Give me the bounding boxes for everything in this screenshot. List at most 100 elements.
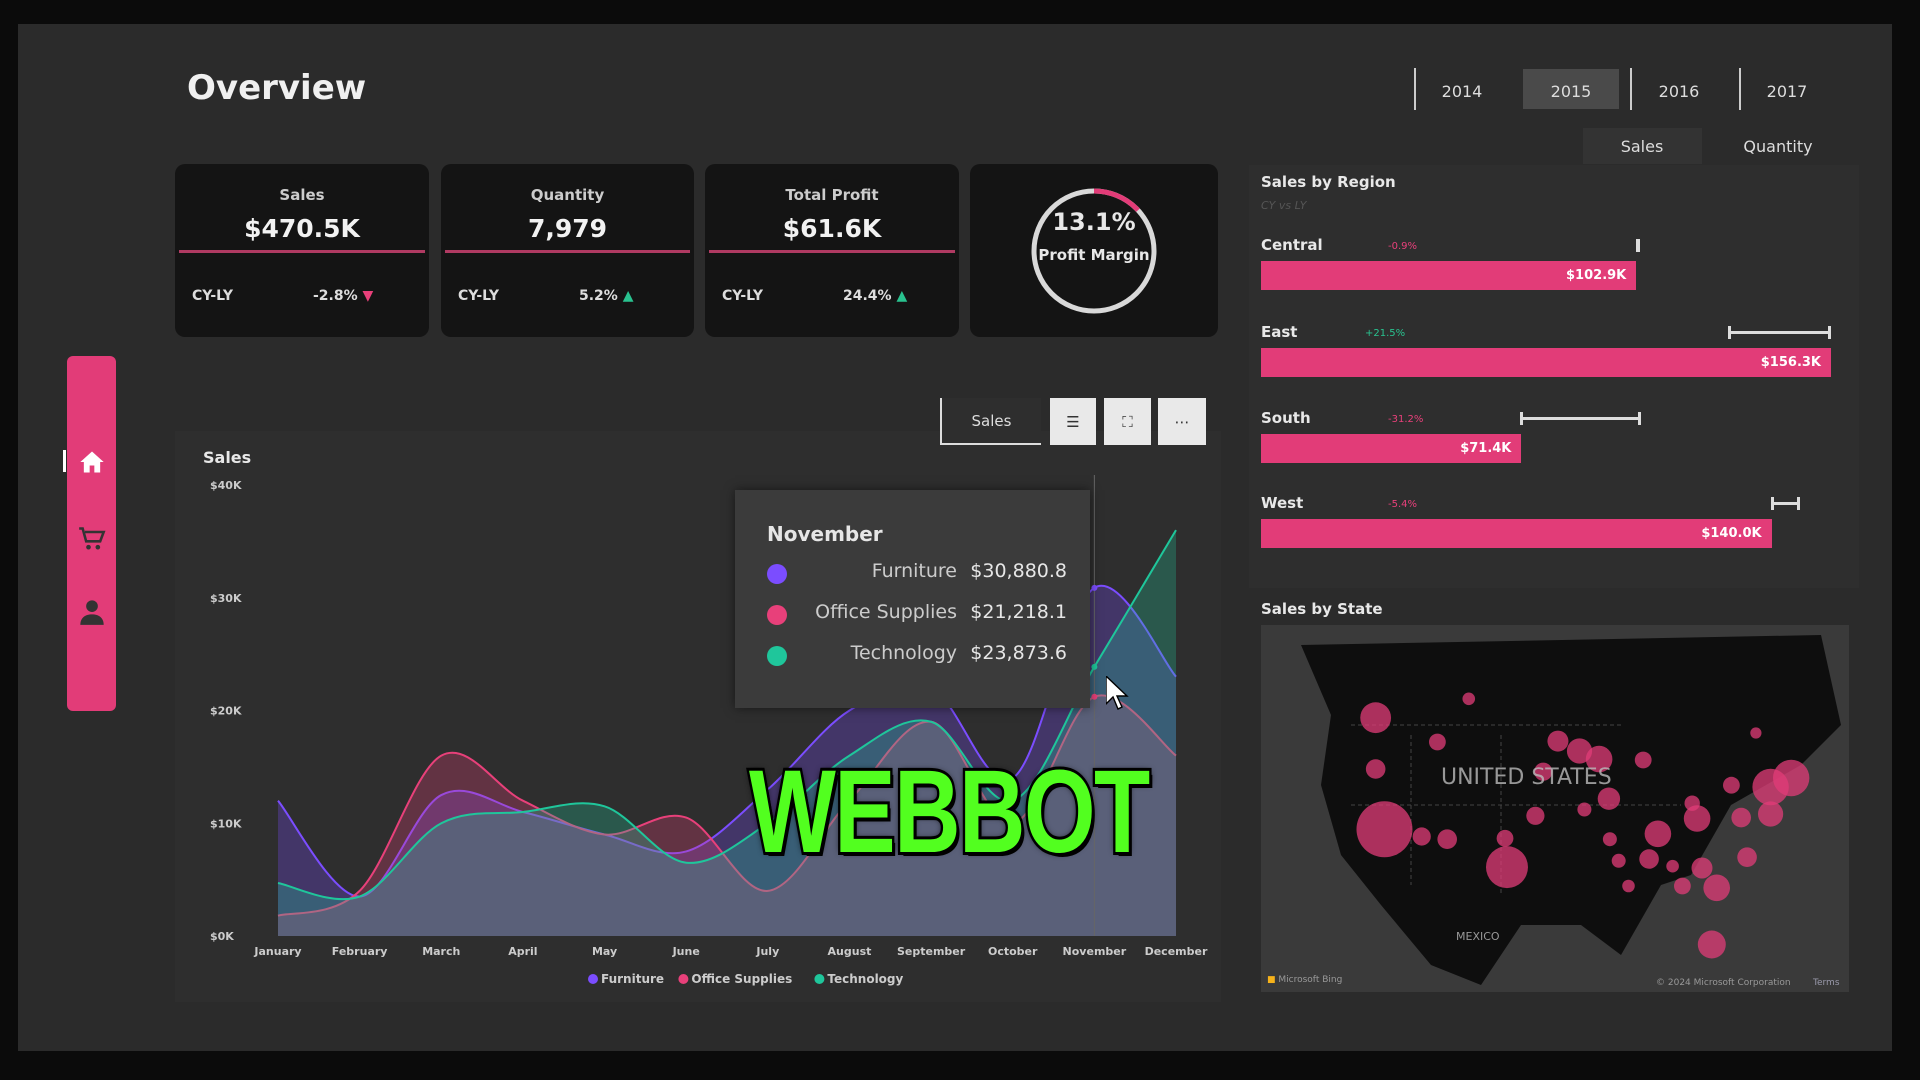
region-bar[interactable]: $140.0K: [1261, 519, 1772, 548]
year-2017[interactable]: 2017: [1766, 82, 1808, 101]
cart-icon[interactable]: [78, 525, 106, 553]
region-bar[interactable]: $71.4K: [1261, 434, 1522, 463]
region-bar[interactable]: $102.9K: [1261, 261, 1637, 290]
state-bubble[interactable]: [1611, 853, 1626, 868]
mouse-cursor-icon: [1106, 676, 1129, 710]
state-bubble[interactable]: [1737, 847, 1757, 867]
triangle-up-icon: ▲: [896, 288, 908, 304]
line-office-supplies[interactable]: [277, 694, 1177, 917]
page-title: Overview: [187, 68, 367, 108]
area-technology[interactable]: [278, 530, 1176, 936]
profit-margin-value: 13.1%: [1052, 208, 1136, 236]
region-change: +21.5%: [1365, 328, 1406, 339]
state-bubble[interactable]: [1566, 738, 1593, 764]
state-bubble[interactable]: [1534, 762, 1553, 781]
state-bubble[interactable]: [1683, 805, 1711, 832]
chart-title: Sales: [203, 448, 252, 467]
state-bubble[interactable]: [1684, 795, 1700, 811]
kpi-card-sales: Sales $470.5K CY-LY -2.8% ▼: [175, 164, 429, 337]
state-bubble[interactable]: [1526, 806, 1545, 825]
tab-sales[interactable]: Sales: [1620, 137, 1664, 156]
last-year-marker: [1520, 412, 1641, 425]
legend-item[interactable]: Furniture: [601, 972, 664, 986]
state-bubble[interactable]: [1429, 733, 1446, 751]
state-bubble[interactable]: [1703, 874, 1730, 902]
filter-icon: ☰: [1066, 412, 1080, 431]
x-tick-label: July: [755, 945, 779, 958]
kpi-value: $470.5K: [244, 214, 360, 243]
user-icon[interactable]: [78, 598, 106, 626]
kpi-change: 24.4% ▲: [843, 288, 907, 304]
map-terms-link[interactable]: Terms: [1813, 978, 1840, 988]
line-furniture[interactable]: [277, 584, 1177, 898]
gauge-fill: [1031, 188, 1157, 314]
state-bubble[interactable]: [1462, 692, 1476, 706]
state-bubble[interactable]: [1750, 727, 1762, 739]
state-bubble[interactable]: [1691, 857, 1713, 879]
state-bubble[interactable]: [1772, 759, 1810, 797]
year-2014[interactable]: 2014: [1441, 82, 1483, 101]
sales-area-chart[interactable]: $0K $10K $20K $30K $40K January February March A…: [175, 431, 1221, 1002]
state-bubble[interactable]: [1731, 807, 1751, 828]
bing-label: Microsoft Bing: [1278, 975, 1343, 985]
x-tick-label: September: [897, 945, 966, 958]
kpi-change-value: 24.4%: [843, 288, 892, 304]
hover-point: [1091, 693, 1098, 700]
state-bubble[interactable]: [1666, 859, 1679, 873]
triangle-down-icon: ▼: [362, 288, 374, 304]
state-bubble[interactable]: [1365, 759, 1386, 779]
more-options-button[interactable]: ⋯: [1158, 398, 1206, 445]
state-bubble[interactable]: [1639, 849, 1659, 869]
legend-item[interactable]: Technology: [827, 972, 903, 986]
state-bubble[interactable]: [1547, 730, 1569, 752]
state-bubble[interactable]: [1622, 879, 1635, 893]
line-technology[interactable]: [277, 529, 1177, 901]
state-bubble[interactable]: [1412, 827, 1431, 846]
map-base: [1301, 635, 1841, 985]
tab-quantity[interactable]: Quantity: [1743, 137, 1813, 156]
state-bubble[interactable]: [1758, 801, 1784, 827]
focus-mode-button[interactable]: ⛶: [1104, 398, 1151, 445]
region-bar[interactable]: $156.3K: [1261, 348, 1832, 377]
home-icon[interactable]: [78, 448, 106, 476]
state-bubble[interactable]: [1644, 820, 1672, 848]
state-bubble[interactable]: [1585, 745, 1613, 773]
area-office-supplies[interactable]: [278, 695, 1176, 936]
last-year-marker: [1636, 239, 1640, 252]
year-2015[interactable]: 2015: [1550, 82, 1592, 101]
state-bubble[interactable]: [1360, 702, 1392, 734]
state-bubble[interactable]: [1602, 832, 1617, 847]
profit-margin-label: Profit Margin: [1038, 246, 1150, 264]
region-title: Sales by Region: [1261, 173, 1396, 191]
chart-field-label: Sales: [971, 411, 1012, 430]
legend-item[interactable]: Office Supplies: [691, 972, 792, 986]
chart-field-button[interactable]: Sales: [940, 398, 1041, 445]
region-change: -0.9%: [1388, 241, 1418, 252]
state-bubble[interactable]: [1674, 877, 1691, 895]
year-2016[interactable]: 2016: [1658, 82, 1700, 101]
focus-mode-icon: ⛶: [1122, 412, 1133, 431]
filter-button[interactable]: ☰: [1050, 398, 1096, 445]
region-label: Central: [1261, 236, 1323, 254]
state-bubble[interactable]: [1697, 930, 1726, 959]
state-bubble[interactable]: [1356, 801, 1413, 858]
x-tick-label: June: [672, 945, 700, 958]
state-bubble[interactable]: [1597, 787, 1621, 810]
state-bubble[interactable]: [1634, 751, 1652, 769]
state-bubble[interactable]: [1577, 802, 1592, 817]
state-bubble[interactable]: [1437, 829, 1457, 849]
region-subtitle: CY vs LY: [1261, 199, 1307, 212]
state-bubble[interactable]: [1723, 776, 1740, 794]
sales-by-state-map[interactable]: UNITED STATES MEXICO ■ Microsoft Bing © …: [1261, 625, 1849, 992]
hover-point: [1091, 663, 1098, 670]
state-bubble[interactable]: [1496, 829, 1514, 847]
kpi-value: $61.6K: [782, 214, 882, 243]
state-bubble[interactable]: [1485, 846, 1528, 889]
x-tick-label: August: [828, 945, 872, 958]
x-tick-label: January: [253, 945, 301, 958]
kpi-label: Quantity: [530, 186, 605, 204]
area-furniture[interactable]: [278, 585, 1176, 936]
kpi-card-quantity: Quantity 7,979 CY-LY 5.2% ▲: [441, 164, 694, 337]
tooltip-value: $30,880.8: [970, 560, 1067, 582]
kpi-cy-label: CY-LY: [458, 288, 500, 304]
